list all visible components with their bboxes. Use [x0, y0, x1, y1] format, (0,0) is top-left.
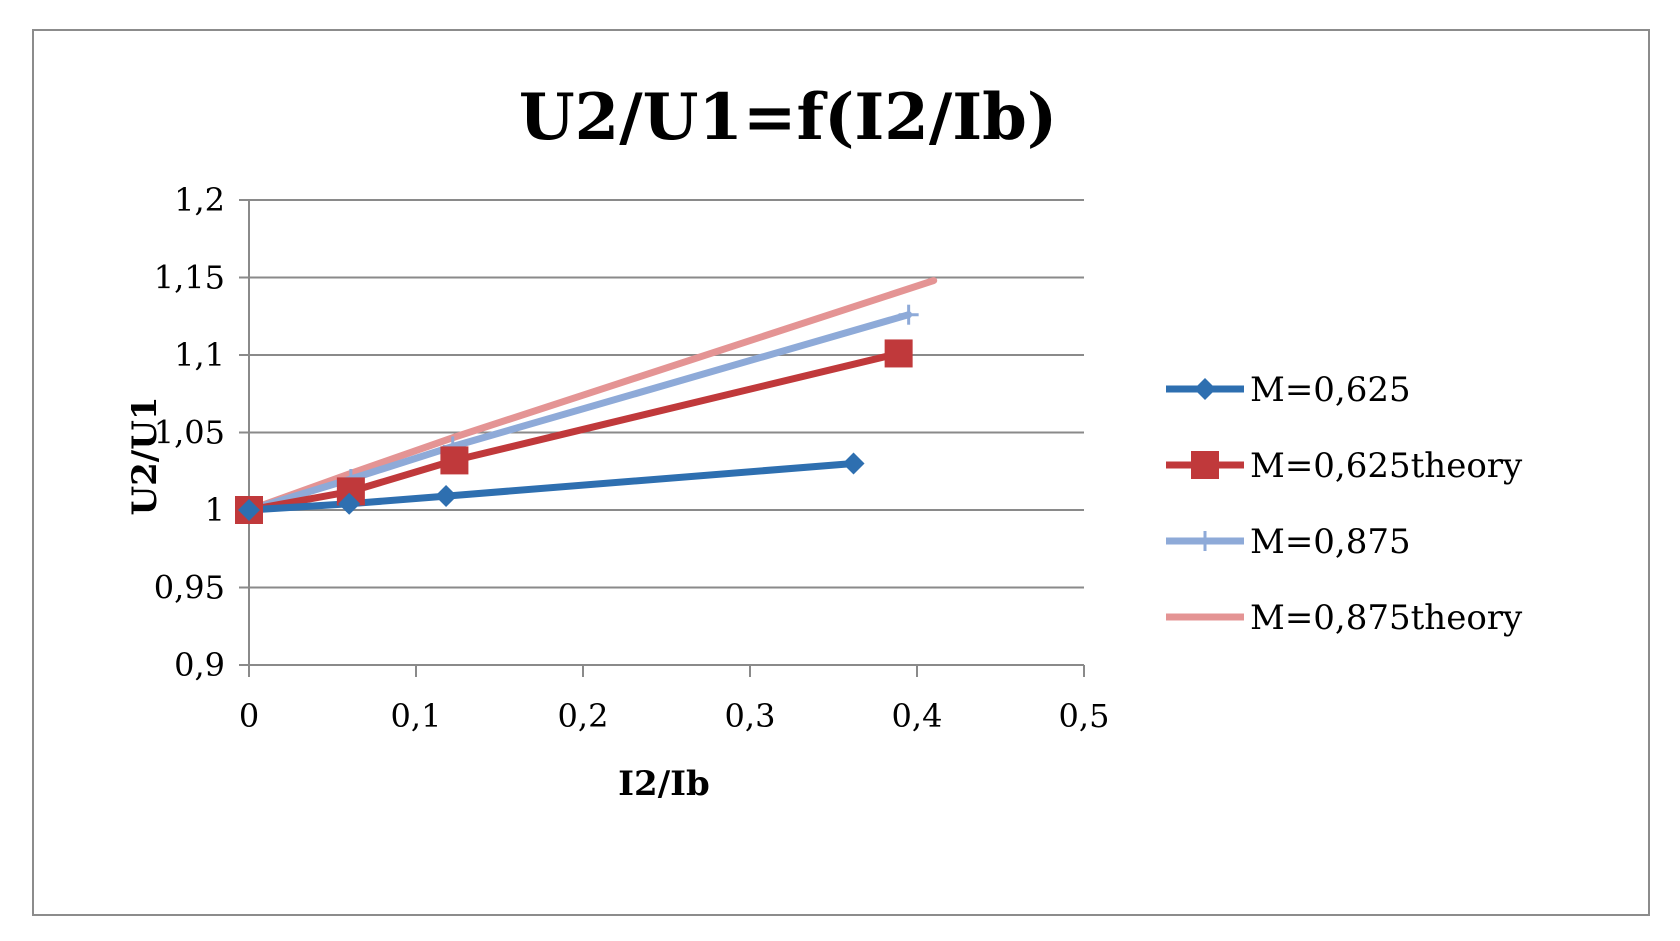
series-1-point-2 — [440, 446, 469, 475]
axes — [239, 199, 1085, 677]
legend-item-3: M=0,875theory — [1166, 598, 1523, 638]
y-tick-label-2: 1 — [205, 491, 225, 529]
legend-marker-0 — [1194, 378, 1216, 400]
series-2-point-3 — [898, 304, 919, 325]
series-0-point-2 — [435, 485, 458, 508]
x-tick-label-0: 0 — [239, 697, 259, 735]
series-lines — [245, 277, 938, 514]
series-0-point-1 — [338, 492, 361, 515]
y-axis-title: U2/U1 — [125, 396, 165, 515]
y-tick-label-0: 0,9 — [174, 646, 225, 684]
legend-item-0: M=0,625 — [1166, 370, 1411, 410]
series-line-2 — [245, 311, 913, 514]
x-tick-label-5: 0,5 — [1059, 697, 1110, 735]
legend-item-2: M=0,875 — [1166, 522, 1411, 562]
series-markers — [235, 304, 919, 524]
legend-marker-1 — [1191, 451, 1219, 479]
x-tick-label-4: 0,4 — [892, 697, 943, 735]
legend-item-1: M=0,625theory — [1166, 446, 1523, 486]
x-tick-label-3: 0,3 — [725, 697, 776, 735]
legend: M=0,625 M=0,625theory M=0,875 M=0,875theory — [1166, 370, 1523, 638]
y-tick-label-6: 1,2 — [174, 181, 225, 219]
legend-marker-2 — [1195, 531, 1215, 551]
x-tick-label-2: 0,2 — [558, 697, 609, 735]
legend-label-2: M=0,875 — [1250, 522, 1411, 562]
series-1-point-3 — [884, 339, 913, 368]
y-tick-label-5: 1,15 — [154, 259, 225, 297]
gridlines — [249, 199, 1084, 589]
legend-label-1: M=0,625theory — [1250, 446, 1523, 486]
x-axis-title: I2/Ib — [618, 764, 710, 804]
chart-frame: U2/U1=f(I2/Ib) 0,9 0,95 1 1,05 1,1 1,15 1,2 0 0,… — [32, 29, 1650, 916]
series-0-point-0 — [238, 499, 260, 521]
chart-title: U2/U1=f(I2/Ib) — [519, 80, 1057, 155]
legend-label-3: M=0,875theory — [1250, 598, 1523, 638]
tick-labels: 0,9 0,95 1 1,05 1,1 1,15 1,2 0 0,1 0,2 0,3 0,4 0,5 — [154, 181, 1110, 735]
y-tick-label-3: 1,05 — [154, 414, 225, 452]
x-tick-label-1: 0,1 — [391, 697, 442, 735]
y-tick-label-4: 1,1 — [174, 336, 225, 374]
series-0-point-3 — [842, 452, 865, 475]
series-line-1 — [245, 349, 903, 514]
legend-label-0: M=0,625 — [1250, 370, 1411, 410]
y-tick-label-1: 0,95 — [154, 569, 225, 607]
series-line-0 — [245, 460, 857, 514]
